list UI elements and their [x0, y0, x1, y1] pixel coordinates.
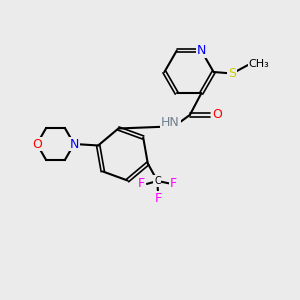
Text: S: S — [228, 67, 236, 80]
Text: F: F — [154, 192, 162, 205]
Text: O: O — [212, 108, 222, 122]
Text: CH₃: CH₃ — [248, 59, 269, 69]
Text: C: C — [154, 176, 161, 186]
Text: F: F — [170, 177, 177, 190]
Text: O: O — [32, 137, 42, 151]
Text: N: N — [69, 137, 79, 151]
Text: HN: HN — [161, 116, 180, 129]
Text: F: F — [138, 177, 146, 190]
Text: N: N — [196, 44, 206, 57]
